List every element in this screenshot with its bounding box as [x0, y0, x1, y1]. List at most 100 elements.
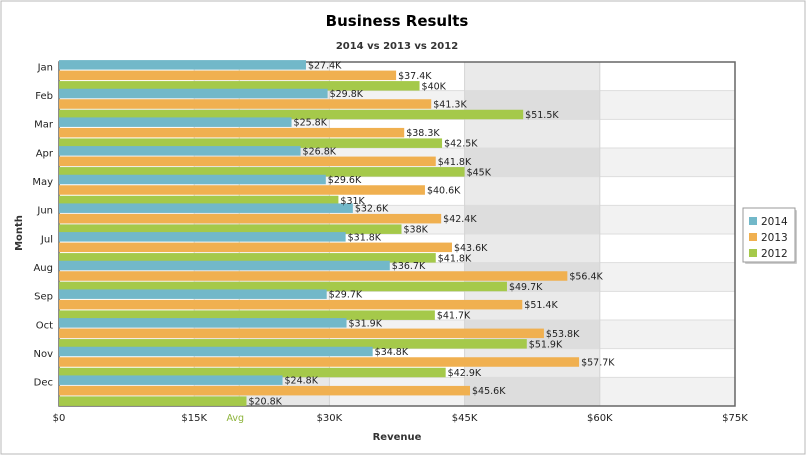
bar-2012-apr	[59, 167, 465, 177]
bar-2013-oct	[59, 328, 544, 339]
bar-2013-dec	[59, 385, 471, 396]
bar-2014-apr	[59, 146, 301, 156]
category-label-jun: Jun	[36, 206, 53, 217]
bar-label-2014-jul: $31.8K	[348, 232, 382, 243]
bar-2014-jul	[59, 232, 346, 242]
bar-label-2013-may: $40.6K	[427, 186, 461, 197]
bar-label-2012-jan: $40K	[422, 81, 447, 92]
bar-2012-jun	[59, 224, 402, 234]
x-tick-label: $15K	[181, 413, 207, 424]
category-label-jul: Jul	[40, 234, 53, 245]
bar-label-2012-apr: $45K	[467, 167, 492, 178]
category-label-oct: Oct	[36, 320, 53, 331]
bar-2012-sep	[59, 310, 435, 320]
bar-label-2012-sep: $41.7K	[437, 311, 471, 322]
x-tick-label: $0	[53, 413, 66, 424]
legend-swatch-2014	[749, 217, 757, 225]
bar-2013-jan	[59, 70, 397, 81]
legend-label-2013: 2013	[761, 232, 788, 244]
category-label-nov: Nov	[33, 349, 53, 360]
bar-label-2012-feb: $51.5K	[525, 110, 559, 121]
x-tick-label: $60K	[587, 413, 613, 424]
category-label-feb: Feb	[35, 91, 53, 102]
bar-2013-jul	[59, 242, 452, 253]
bar-2012-mar	[59, 138, 443, 148]
bar-label-2012-aug: $49.7K	[509, 282, 543, 293]
bar-2014-aug	[59, 260, 390, 271]
bar-label-2014-may: $29.6K	[328, 175, 362, 186]
category-label-mar: Mar	[34, 120, 54, 131]
bar-label-2014-dec: $24.8K	[285, 376, 319, 387]
bar-2014-sep	[59, 289, 327, 299]
bar-label-2012-jun: $38K	[404, 225, 429, 236]
bar-label-2013-feb: $41.3K	[433, 100, 467, 111]
bar-label-2014-aug: $36.7K	[392, 261, 426, 272]
category-label-sep: Sep	[34, 292, 53, 303]
bar-label-2013-dec: $45.6K	[472, 386, 506, 397]
category-labels: Jan Feb Mar Apr May Jun Jul Aug Sep Oct Nov Dec	[32, 62, 54, 388]
bars	[59, 60, 580, 406]
bar-label-2012-may: $31K	[340, 196, 365, 207]
bar-label-2014-jan: $27.4K	[308, 60, 342, 71]
legend-label-2014: 2014	[761, 216, 788, 228]
bar-label-2014-apr: $26.8K	[303, 146, 337, 157]
category-label-apr: Apr	[36, 148, 54, 159]
category-label-may: May	[32, 177, 53, 188]
bar-2012-feb	[59, 109, 524, 120]
x-tick-label: $30K	[317, 413, 343, 424]
bar-2013-mar	[59, 127, 405, 138]
bar-2013-sep	[59, 299, 523, 310]
bar-label-2014-mar: $25.8K	[294, 118, 328, 129]
bar-label-2012-jul: $41.8K	[438, 253, 472, 264]
category-label-aug: Aug	[33, 263, 53, 274]
legend-swatch-2012	[749, 249, 757, 257]
bar-2012-jan	[59, 81, 420, 91]
legend-label-2012: 2012	[761, 248, 788, 260]
bar-label-2013-jul: $43.6K	[454, 243, 488, 254]
chart-title: Business Results	[326, 12, 469, 30]
bar-label-2012-dec: $20.8K	[248, 397, 282, 408]
x-axis-ticks: Avg $0 $15K $30K $45K $60K $75K	[53, 413, 749, 424]
trend-line-label: Avg	[226, 413, 244, 424]
category-label-jan: Jan	[37, 62, 53, 73]
bar-2014-oct	[59, 318, 347, 328]
category-label-dec: Dec	[34, 378, 53, 389]
bar-label-2014-feb: $29.8K	[330, 89, 364, 100]
bar-label-2014-jun: $32.6K	[355, 204, 389, 215]
bar-label-2014-sep: $29.7K	[329, 290, 363, 301]
bar-label-2013-mar: $38.3K	[406, 128, 440, 139]
chart-subtitle: 2014 vs 2013 vs 2012	[336, 41, 458, 52]
bar-2014-mar	[59, 117, 292, 127]
bar-label-2013-jun: $42.4K	[443, 214, 477, 225]
y-axis-title: Month	[14, 215, 25, 251]
bar-2012-jul	[59, 253, 436, 263]
x-tick-label: $45K	[452, 413, 478, 424]
legend: 2014 2013 2012	[742, 207, 797, 264]
bar-label-2012-oct: $51.9K	[529, 339, 563, 350]
bar-label-2014-nov: $34.8K	[375, 347, 409, 358]
bar-2014-jan	[59, 60, 306, 70]
bar-2012-nov	[59, 367, 446, 378]
bar-2014-jun	[59, 203, 353, 213]
bar-label-2013-oct: $53.8K	[546, 329, 580, 340]
bar-label-2013-apr: $41.8K	[438, 157, 472, 168]
bar-2014-nov	[59, 346, 373, 357]
bar-2013-jun	[59, 213, 442, 224]
bar-2013-may	[59, 185, 425, 195]
x-axis-title: Revenue	[373, 432, 422, 443]
bar-2014-dec	[59, 375, 283, 385]
x-tick-label: $75K	[722, 413, 748, 424]
bar-label-2014-oct: $31.9K	[349, 318, 383, 329]
bar-label-2013-jan: $37.4K	[398, 71, 432, 82]
bar-2013-nov	[59, 357, 580, 367]
bar-value-labels: $27.4K $37.4K$40K $29.8K $41.3K $51.5K $25.8K…	[248, 60, 615, 407]
bar-label-2012-nov: $42.9K	[448, 368, 482, 379]
bar-2013-feb	[59, 99, 432, 109]
bar-2013-aug	[59, 271, 568, 281]
legend-swatch-2013	[749, 233, 757, 241]
bar-2012-dec	[59, 396, 247, 406]
bar-2012-aug	[59, 281, 507, 292]
bar-label-2013-nov: $57.7K	[581, 358, 615, 369]
